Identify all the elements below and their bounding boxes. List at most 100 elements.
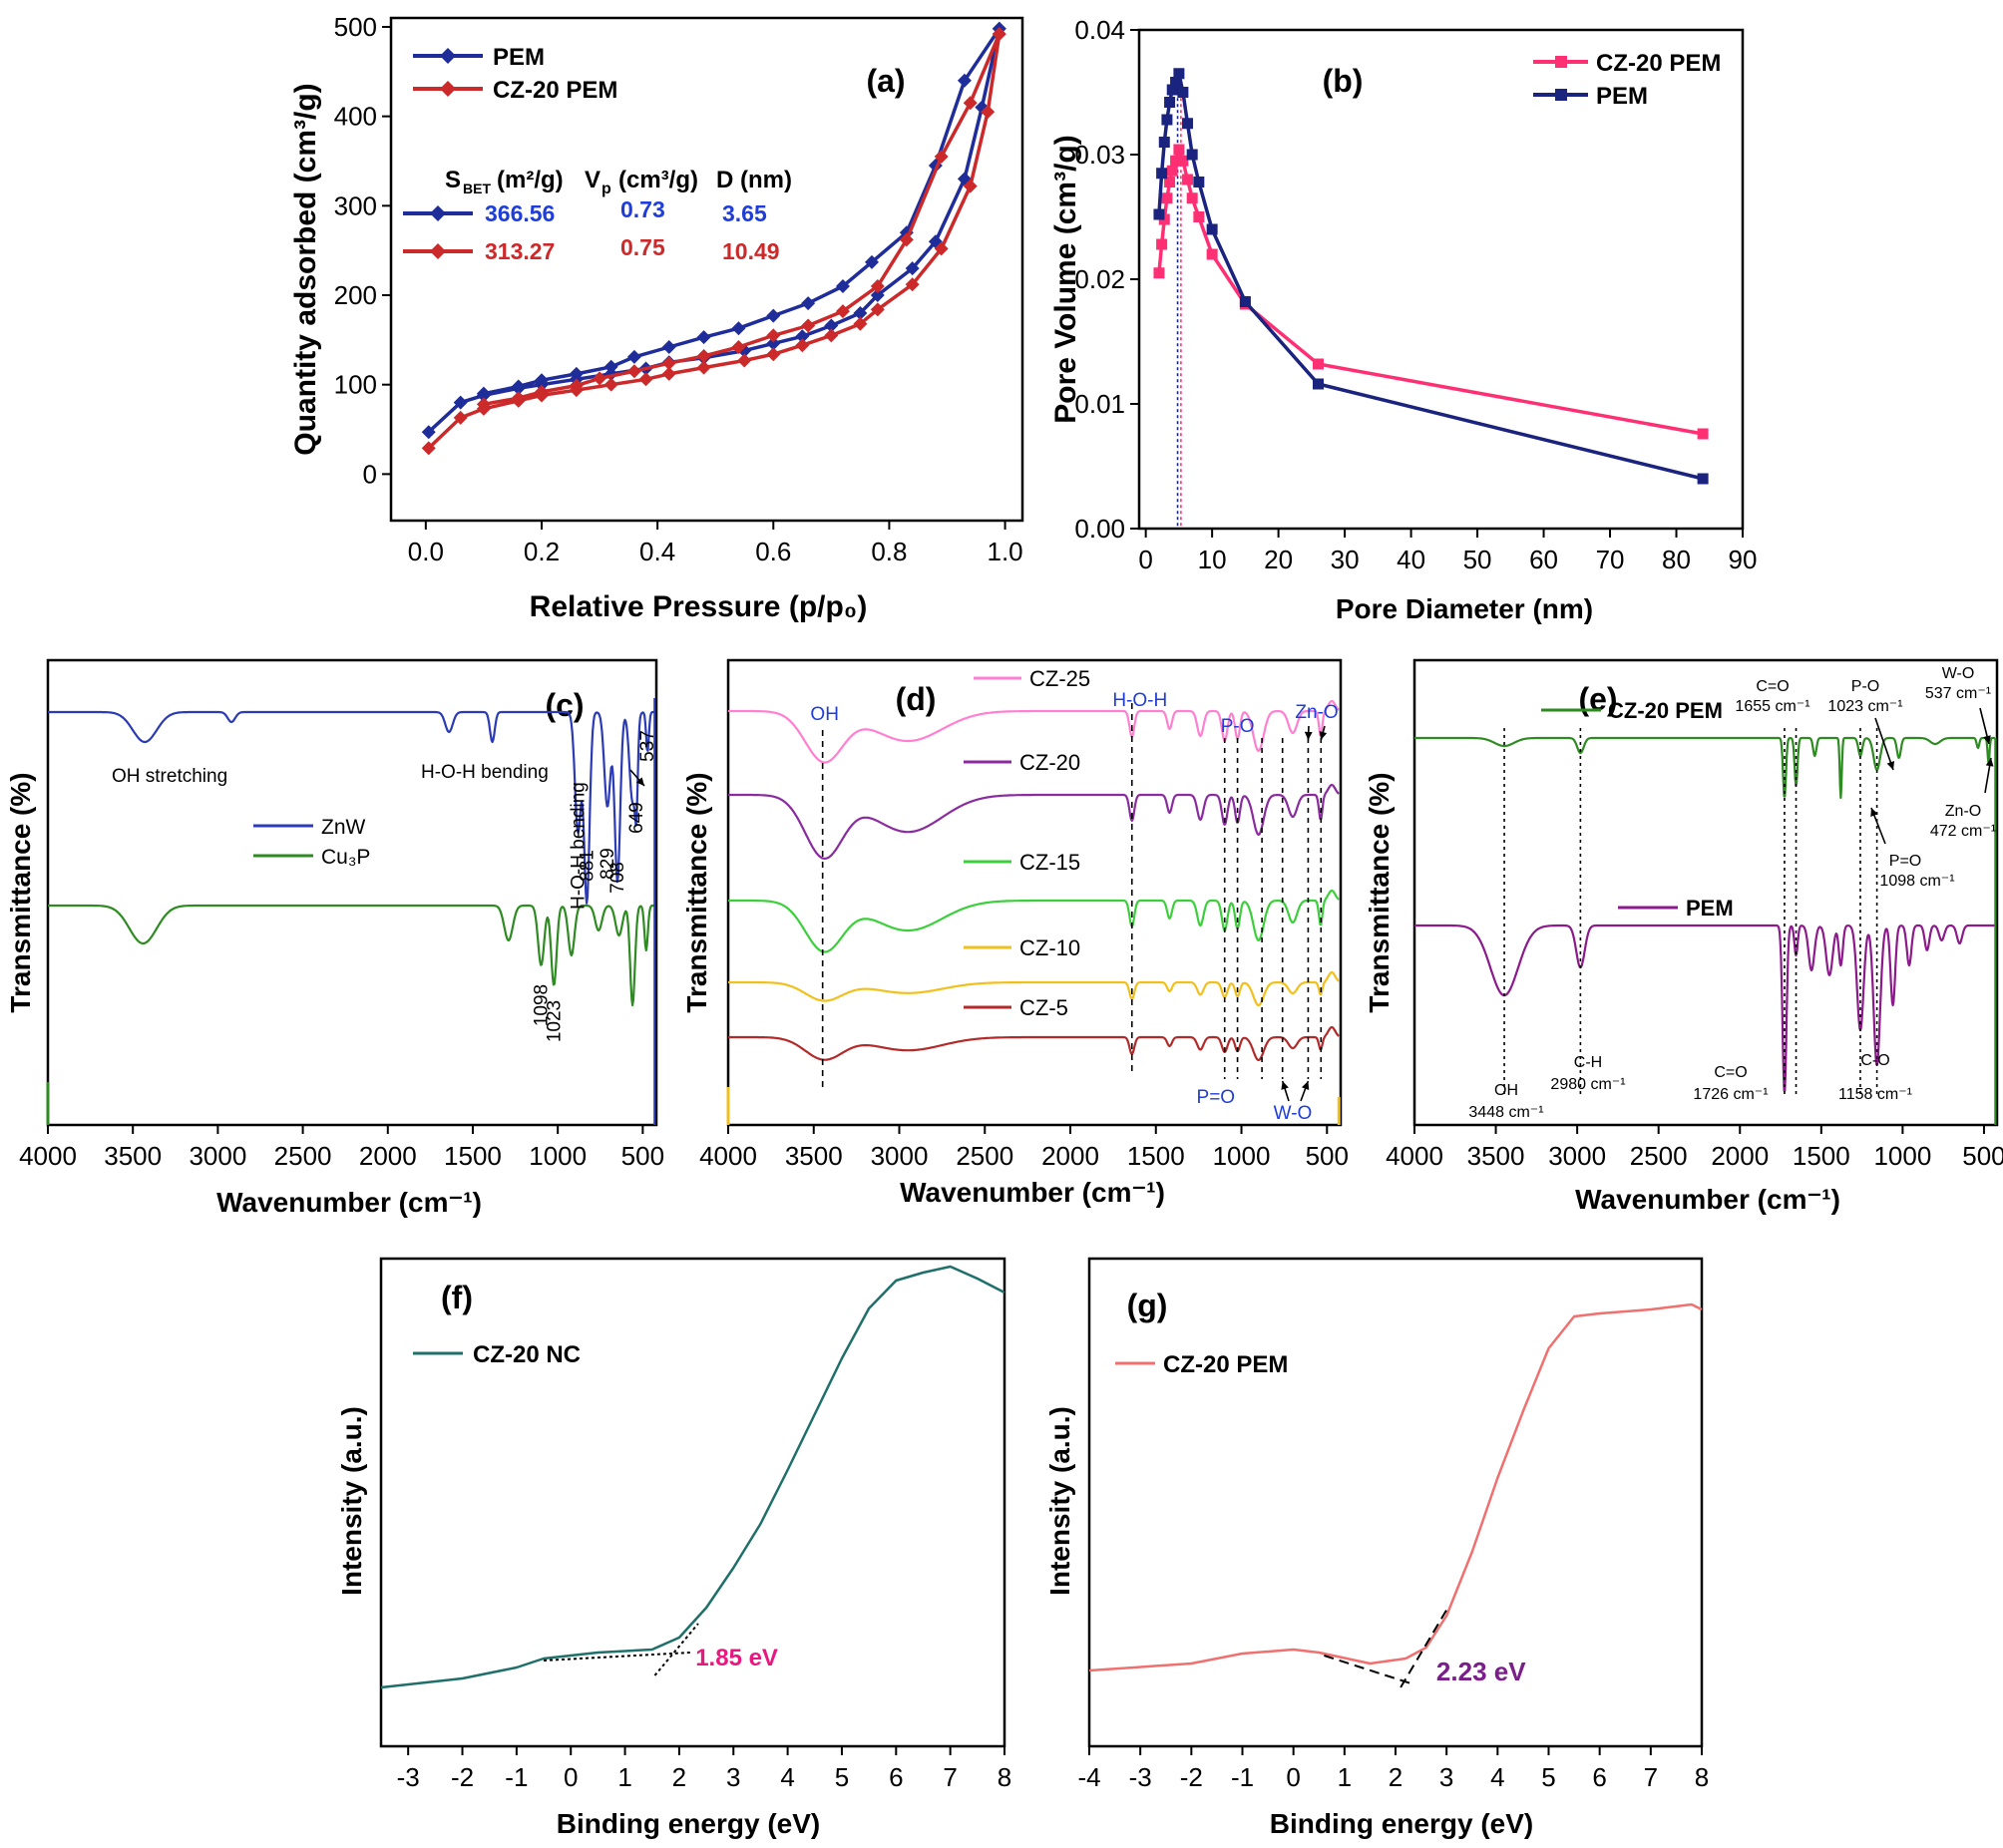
- y-tick-label-b: 0.02: [1074, 264, 1125, 294]
- bandgap-label-f: 1.85 eV: [695, 1645, 778, 1671]
- data-point-0: [795, 329, 810, 344]
- data-point-0: [1193, 211, 1205, 222]
- x-tick-label-b: 80: [1662, 545, 1691, 574]
- spectrum-CZ-10: [727, 970, 1340, 1007]
- data-point-1: [1239, 296, 1251, 307]
- data-point-0: [1206, 248, 1218, 260]
- panel-c: 4000 3500 3000 2500 2000 1500 1000 500 Wavenumbe…: [5, 658, 664, 1218]
- x-tick-label-c: 500: [621, 1141, 664, 1171]
- x-tick-label-d: 3000: [871, 1141, 929, 1171]
- panel-e: 4000 3500 3000 2500 2000 1500 1000 500 Wavenumbe…: [1364, 658, 2003, 1215]
- x-axis-label-a: Relative Pressure (p/p₀): [530, 590, 868, 623]
- y-tick-label-a: 500: [334, 12, 377, 42]
- annotation-e: C-O: [1860, 1052, 1889, 1069]
- annotation-e: 537 cm⁻¹: [1925, 685, 1991, 702]
- data-point-0: [511, 379, 526, 394]
- annotation-d: P-O: [1221, 716, 1255, 737]
- annotation-e: C=O: [1714, 1064, 1747, 1081]
- annotation-e: 1158 cm⁻¹: [1838, 1086, 1912, 1103]
- data-point-1: [899, 232, 914, 247]
- x-tick-label-f: 6: [889, 1762, 903, 1792]
- series-label-d: CZ-20: [1019, 750, 1080, 775]
- x-tick-label-f: 8: [998, 1762, 1011, 1792]
- x-tick-label-e: 4000: [1386, 1141, 1443, 1171]
- y-tick-label-a: 0: [363, 459, 377, 489]
- data-point-1: [1313, 378, 1325, 390]
- data-point-1: [1173, 68, 1185, 80]
- data-point-0: [421, 425, 436, 440]
- x-axis-label-b: Pore Diameter (nm): [1336, 593, 1593, 624]
- y-tick-label-a: 200: [334, 280, 377, 310]
- x-tick-label-c: 1500: [444, 1141, 502, 1171]
- x-tick-label-g: 0: [1286, 1762, 1300, 1792]
- data-point-1: [1164, 97, 1176, 108]
- data-point-1: [853, 316, 868, 331]
- data-point-0: [870, 288, 885, 303]
- data-point-1: [731, 340, 746, 355]
- data-point-1: [1166, 84, 1178, 96]
- x-tick-label-g: -3: [1129, 1762, 1152, 1792]
- data-point-1: [1182, 118, 1194, 130]
- x-tick-label-f: 3: [726, 1762, 740, 1792]
- x-axis-label-c: Wavenumber (cm⁻¹): [216, 1187, 482, 1218]
- data-point-0: [865, 254, 880, 269]
- panel-label-g: (g): [1127, 1288, 1168, 1323]
- annotation-arrow: [1874, 717, 1894, 771]
- data-point-0: [1182, 174, 1194, 185]
- data-point-1: [934, 150, 949, 165]
- y-axis-label-f: Intensity (a.u.): [336, 1406, 367, 1596]
- x-tick-label-a: 0.6: [755, 537, 791, 566]
- bet-header-s: S: [445, 167, 461, 193]
- x-tick-label-f: 2: [672, 1762, 686, 1792]
- data-point-1: [534, 384, 549, 399]
- bet-header-d: D (nm): [716, 167, 792, 193]
- annotation-e: OH: [1494, 1082, 1518, 1099]
- data-point-1: [1186, 149, 1198, 161]
- data-point-1: [1153, 208, 1165, 220]
- x-tick-label-f: 1: [617, 1762, 631, 1792]
- x-tick-label-e: 2000: [1711, 1141, 1769, 1171]
- x-tick-label-c: 3500: [104, 1141, 162, 1171]
- x-tick-label-c: 4000: [19, 1141, 77, 1171]
- data-point-0: [905, 261, 920, 276]
- data-point-0: [766, 308, 781, 323]
- series-label-e: CZ-20 PEM: [1608, 698, 1723, 723]
- x-tick-label-g: 3: [1439, 1762, 1453, 1792]
- data-point-0: [1186, 192, 1198, 204]
- x-tick-label-a: 0.0: [408, 537, 444, 566]
- x-tick-label-e: 3000: [1548, 1141, 1606, 1171]
- bet-header-unit: (cm³/g): [618, 167, 698, 193]
- x-tick-label-d: 2500: [956, 1141, 1013, 1171]
- data-point-1: [1193, 177, 1205, 187]
- x-tick-label-f: 4: [780, 1762, 794, 1792]
- annotation-d: P=O: [1197, 1087, 1236, 1108]
- y-axis-label-d: Transmittance (%): [681, 772, 712, 1012]
- data-point-0: [626, 349, 641, 364]
- data-point-0: [534, 373, 549, 388]
- data-point-1: [1161, 114, 1173, 126]
- annotation-e: 1098 cm⁻¹: [1879, 873, 1954, 890]
- data-point-1: [963, 96, 978, 111]
- x-tick-label-b: 30: [1331, 545, 1360, 574]
- x-tick-label-b: 20: [1264, 545, 1293, 574]
- data-point-1: [905, 277, 920, 292]
- x-tick-label-g: -1: [1231, 1762, 1254, 1792]
- y-axis-label-c: Transmittance (%): [5, 772, 36, 1012]
- x-tick-label-a: 0.8: [871, 537, 907, 566]
- peak-label-c: 881: [577, 850, 598, 882]
- tangent-line: [653, 1623, 699, 1676]
- x-axis-label-g: Binding energy (eV): [1270, 1808, 1533, 1839]
- annotation-e: 3448 cm⁻¹: [1468, 1104, 1543, 1121]
- arrow-head: [1886, 761, 1895, 770]
- x-tick-label-g: -4: [1077, 1762, 1100, 1792]
- bandgap-label-g: 2.23 eV: [1436, 1657, 1526, 1686]
- peak-label-c: 1023: [544, 1000, 565, 1042]
- x-tick-label-f: -2: [451, 1762, 474, 1792]
- data-point-1: [661, 366, 676, 381]
- data-point-1: [992, 27, 1006, 42]
- data-point-0: [1156, 238, 1168, 250]
- data-point-1: [569, 378, 584, 393]
- plot-frame-d: [726, 658, 1343, 1127]
- data-point-1: [1697, 473, 1709, 485]
